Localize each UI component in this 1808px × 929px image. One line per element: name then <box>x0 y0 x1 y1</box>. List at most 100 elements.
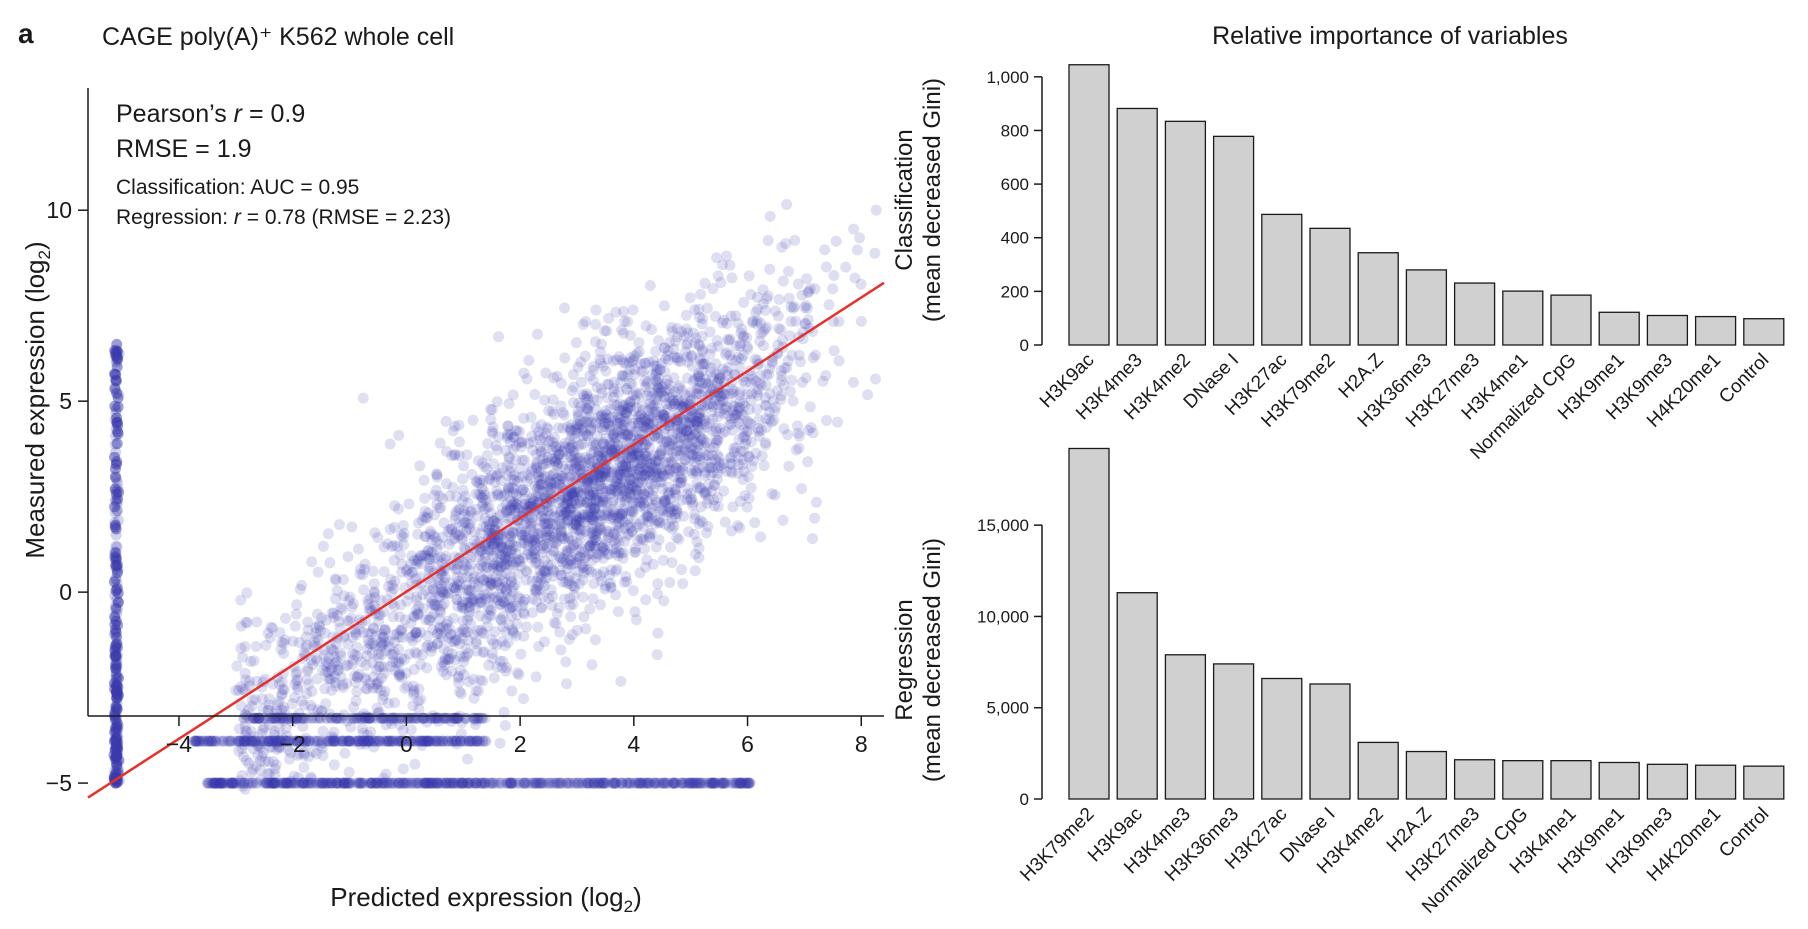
scatter-point <box>665 493 677 505</box>
scatter-point <box>693 518 705 530</box>
scatter-point <box>487 578 499 590</box>
scatter-point <box>756 450 768 462</box>
scatter-point <box>639 543 650 555</box>
classification-y-label-line2: (mean decreased Gini) <box>919 78 946 322</box>
scatter-point <box>671 414 683 426</box>
scatter-point <box>449 450 460 461</box>
scatter-point <box>766 416 777 428</box>
bar <box>1212 135 1255 346</box>
scatter-point <box>610 589 622 601</box>
scatter-point <box>588 473 599 485</box>
scatter-point <box>448 582 460 593</box>
bar-y-tick-label: 200 <box>1001 282 1029 301</box>
scatter-point <box>496 502 508 514</box>
scatter-point <box>617 552 629 564</box>
scatter-point <box>582 393 594 405</box>
bar <box>1743 318 1785 346</box>
scatter-point <box>685 487 697 499</box>
scatter-point <box>543 523 555 535</box>
bar <box>1598 761 1640 800</box>
bar-category-label: Control <box>1715 350 1773 408</box>
scatter-point <box>557 446 569 458</box>
scatter-point <box>531 585 543 597</box>
scatter-point <box>518 693 529 705</box>
scatter-point <box>420 641 432 653</box>
scatter-point <box>559 498 571 510</box>
scatter-point <box>497 611 509 622</box>
scatter-point <box>425 645 437 657</box>
scatter-point <box>392 540 403 552</box>
scatter-point <box>535 569 547 581</box>
scatter-point <box>577 388 589 400</box>
scatter-point <box>626 479 638 491</box>
scatter-point <box>781 362 793 373</box>
scatter-point <box>594 472 606 484</box>
bar <box>1405 750 1448 800</box>
scatter-point <box>535 515 547 527</box>
scatter-point <box>691 383 703 394</box>
scatter-point <box>828 270 840 281</box>
scatter-point <box>530 537 541 549</box>
scatter-point <box>618 415 630 427</box>
scatter-point <box>727 405 739 417</box>
scatter-point <box>555 400 567 412</box>
scatter-point <box>241 587 253 599</box>
scatter-point <box>626 526 638 538</box>
bar-y-tick-label: 0 <box>1020 336 1029 355</box>
scatter-point <box>672 394 684 406</box>
scatter-point <box>510 507 522 519</box>
scatter-point <box>431 469 443 481</box>
scatter-point <box>710 425 722 437</box>
scatter-point <box>567 441 579 453</box>
scatter-point <box>641 378 653 390</box>
scatter-point <box>506 685 518 697</box>
scatter-point <box>654 517 665 529</box>
scatter-point <box>625 432 637 444</box>
scatter-point <box>687 468 698 479</box>
scatter-point <box>600 405 612 417</box>
scatter-point <box>714 372 726 384</box>
scatter-point <box>661 374 673 386</box>
scatter-point <box>650 466 662 478</box>
scatter-point <box>515 526 527 538</box>
scatter-point <box>574 466 586 478</box>
scatter-point <box>733 405 745 417</box>
scatter-point <box>608 391 619 403</box>
scatter-point <box>611 519 623 531</box>
scatter-point <box>606 466 618 478</box>
scatter-point <box>724 349 736 361</box>
bar <box>1694 315 1737 346</box>
scatter-point <box>714 396 726 408</box>
scatter-point <box>606 445 617 457</box>
scatter-point <box>683 411 695 423</box>
scatter-point <box>609 415 621 427</box>
scatter-point <box>669 508 681 520</box>
scatter-point <box>571 419 583 431</box>
scatter-point <box>684 292 696 304</box>
scatter-point <box>688 419 700 431</box>
bar-y-tick-label: 15,000 <box>977 516 1029 535</box>
scatter-point <box>741 388 753 400</box>
scatter-point <box>664 503 676 515</box>
scatter-point <box>730 409 742 421</box>
scatter-point <box>757 326 769 338</box>
scatter-point <box>671 505 683 517</box>
scatter-point <box>370 630 382 642</box>
scatter-point <box>628 354 640 366</box>
scatter-point <box>718 408 730 420</box>
scatter-point <box>578 390 590 402</box>
scatter-point <box>470 719 482 731</box>
scatter-point <box>576 515 588 527</box>
scatter-point <box>543 593 555 604</box>
scatter-point <box>807 427 819 439</box>
scatter-point <box>438 588 450 600</box>
scatter-point <box>613 512 625 524</box>
scatter-point <box>760 421 772 433</box>
scatter-point <box>551 536 563 548</box>
scatter-point <box>683 430 695 442</box>
scatter-point <box>711 335 723 346</box>
scatter-point <box>718 395 729 406</box>
scatter-point <box>529 480 541 492</box>
scatter-point <box>485 576 497 588</box>
scatter-point <box>652 373 664 385</box>
